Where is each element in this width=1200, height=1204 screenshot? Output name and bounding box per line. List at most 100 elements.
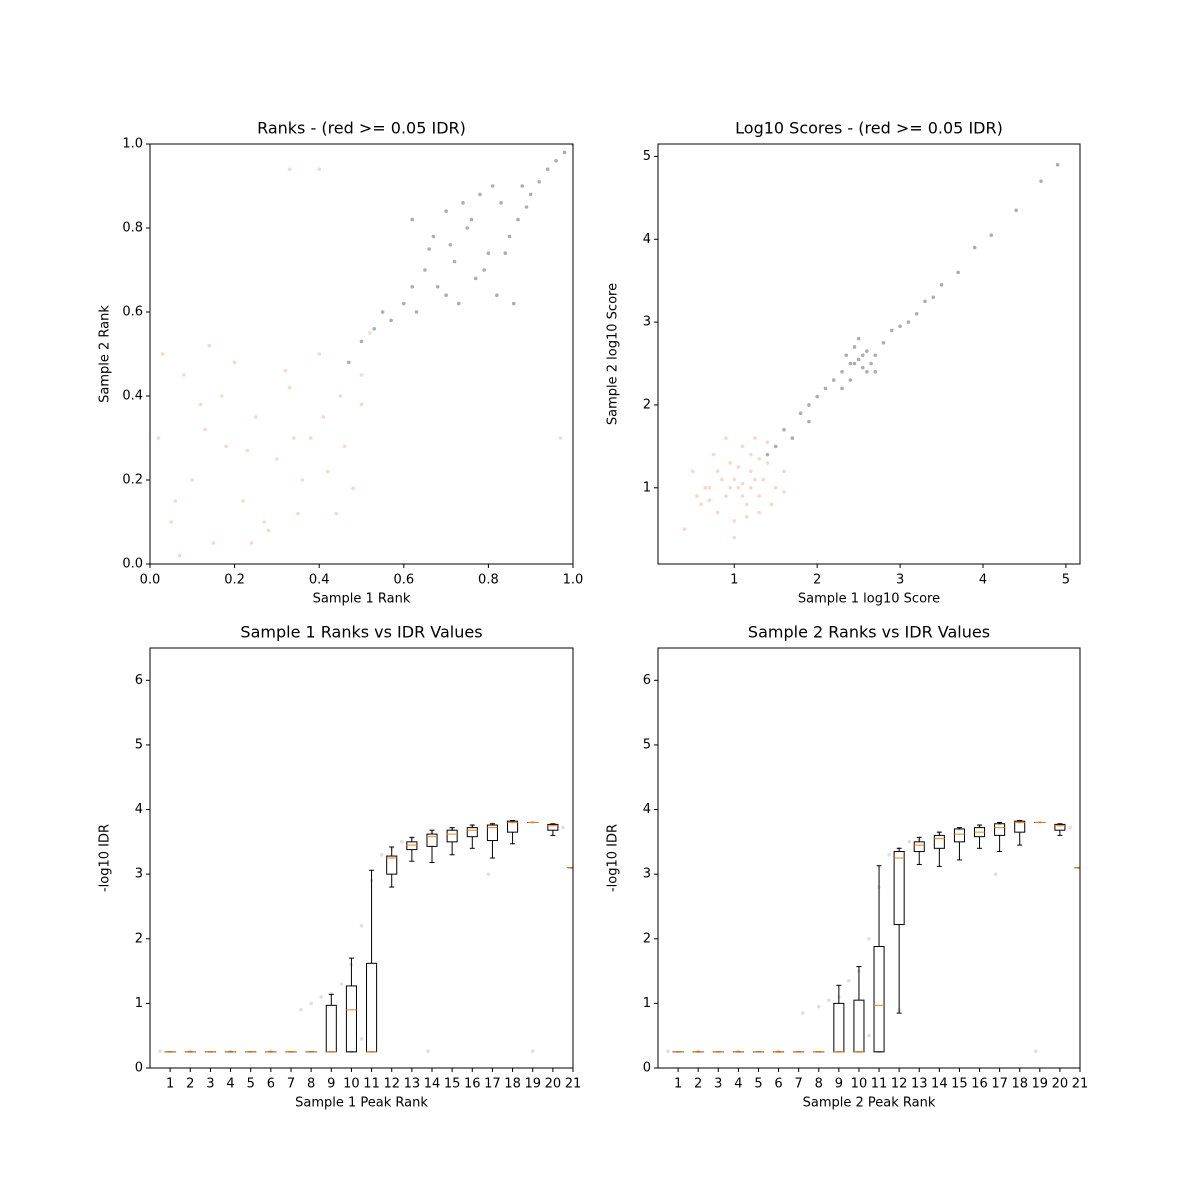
- point: [351, 487, 355, 491]
- point: [241, 499, 245, 503]
- x-axis-label: Sample 1 Rank: [313, 592, 411, 607]
- point: [400, 840, 404, 844]
- x-tick-label: 1: [730, 573, 738, 588]
- point: [410, 218, 414, 222]
- point: [233, 361, 237, 365]
- point: [807, 420, 811, 424]
- point: [174, 499, 178, 503]
- y-tick-label: 2: [643, 397, 651, 412]
- point: [774, 486, 778, 490]
- y-tick-label: 6: [135, 673, 143, 688]
- x-tick-label: 2: [186, 1077, 194, 1092]
- point: [757, 494, 761, 498]
- panel-title: Sample 2 Ranks vs IDR Values: [748, 623, 990, 642]
- point: [865, 370, 869, 374]
- y-axis-label: -log10 IDR: [98, 824, 113, 892]
- point: [757, 457, 761, 461]
- point: [741, 482, 745, 486]
- point: [847, 979, 851, 983]
- x-tick-label: 20: [545, 1077, 562, 1092]
- point: [737, 486, 741, 490]
- point: [761, 478, 765, 482]
- point: [461, 201, 465, 205]
- y-axis-label: Sample 2 log10 Score: [606, 283, 621, 425]
- point: [317, 167, 321, 171]
- point: [973, 246, 977, 250]
- x-tick-label: 16: [971, 1077, 988, 1092]
- y-tick-label: 0.0: [122, 557, 143, 572]
- point: [882, 341, 886, 345]
- point: [923, 300, 927, 304]
- point: [782, 428, 786, 432]
- point: [737, 1049, 741, 1053]
- y-tick-label: 3: [135, 867, 143, 882]
- x-tick-label: 1.0: [563, 573, 584, 588]
- point: [861, 353, 865, 357]
- point: [380, 853, 384, 857]
- point: [495, 293, 499, 297]
- panel-title: Log10 Scores - (red >= 0.05 IDR): [735, 119, 1003, 138]
- point: [444, 209, 448, 213]
- point: [724, 436, 728, 440]
- point: [699, 503, 703, 507]
- point: [508, 235, 512, 239]
- point: [695, 494, 699, 498]
- point: [774, 445, 778, 449]
- point: [449, 243, 453, 247]
- point: [869, 362, 873, 366]
- point: [478, 193, 482, 197]
- y-tick-label: 6: [643, 673, 651, 688]
- x-tick-label: 1: [166, 1077, 174, 1092]
- point: [423, 268, 427, 272]
- x-tick-label: 19: [1032, 1077, 1049, 1092]
- point: [182, 373, 186, 377]
- point: [857, 358, 861, 362]
- x-tick-label: 18: [1011, 1077, 1028, 1092]
- point: [766, 461, 770, 465]
- point: [512, 302, 516, 306]
- point: [340, 982, 344, 986]
- point: [531, 1049, 535, 1053]
- y-tick-label: 3: [643, 315, 651, 330]
- point: [299, 1008, 303, 1012]
- x-tick-label: 1: [674, 1077, 682, 1092]
- point: [525, 205, 529, 209]
- x-tick-label: 15: [951, 1077, 968, 1092]
- point: [1034, 1049, 1038, 1053]
- point: [360, 373, 364, 377]
- point: [1014, 208, 1018, 212]
- point: [832, 378, 836, 382]
- x-tick-label: 10: [851, 1077, 868, 1092]
- point: [815, 395, 819, 399]
- x-tick-label: 13: [404, 1077, 421, 1092]
- point: [296, 512, 300, 516]
- point: [300, 478, 304, 482]
- point: [453, 260, 457, 264]
- point: [199, 403, 203, 407]
- point: [807, 403, 811, 407]
- point: [994, 872, 998, 876]
- point: [840, 387, 844, 391]
- y-tick-label: 4: [643, 802, 651, 817]
- point: [791, 436, 795, 440]
- x-tick-label: 5: [1062, 573, 1070, 588]
- point: [931, 295, 935, 299]
- point: [728, 461, 732, 465]
- point: [262, 520, 266, 524]
- x-tick-label: 21: [565, 1077, 582, 1092]
- point: [683, 527, 687, 531]
- y-tick-label: 0: [135, 1061, 143, 1076]
- point: [749, 486, 753, 490]
- point: [749, 453, 753, 457]
- x-tick-label: 10: [343, 1077, 360, 1092]
- point: [444, 293, 448, 297]
- point: [254, 415, 258, 419]
- point: [432, 235, 436, 239]
- x-tick-label: 3: [714, 1077, 722, 1092]
- x-tick-label: 0.8: [478, 573, 499, 588]
- point: [907, 320, 911, 324]
- point: [708, 486, 712, 490]
- point: [1039, 179, 1043, 183]
- point: [782, 469, 786, 473]
- point: [292, 436, 296, 440]
